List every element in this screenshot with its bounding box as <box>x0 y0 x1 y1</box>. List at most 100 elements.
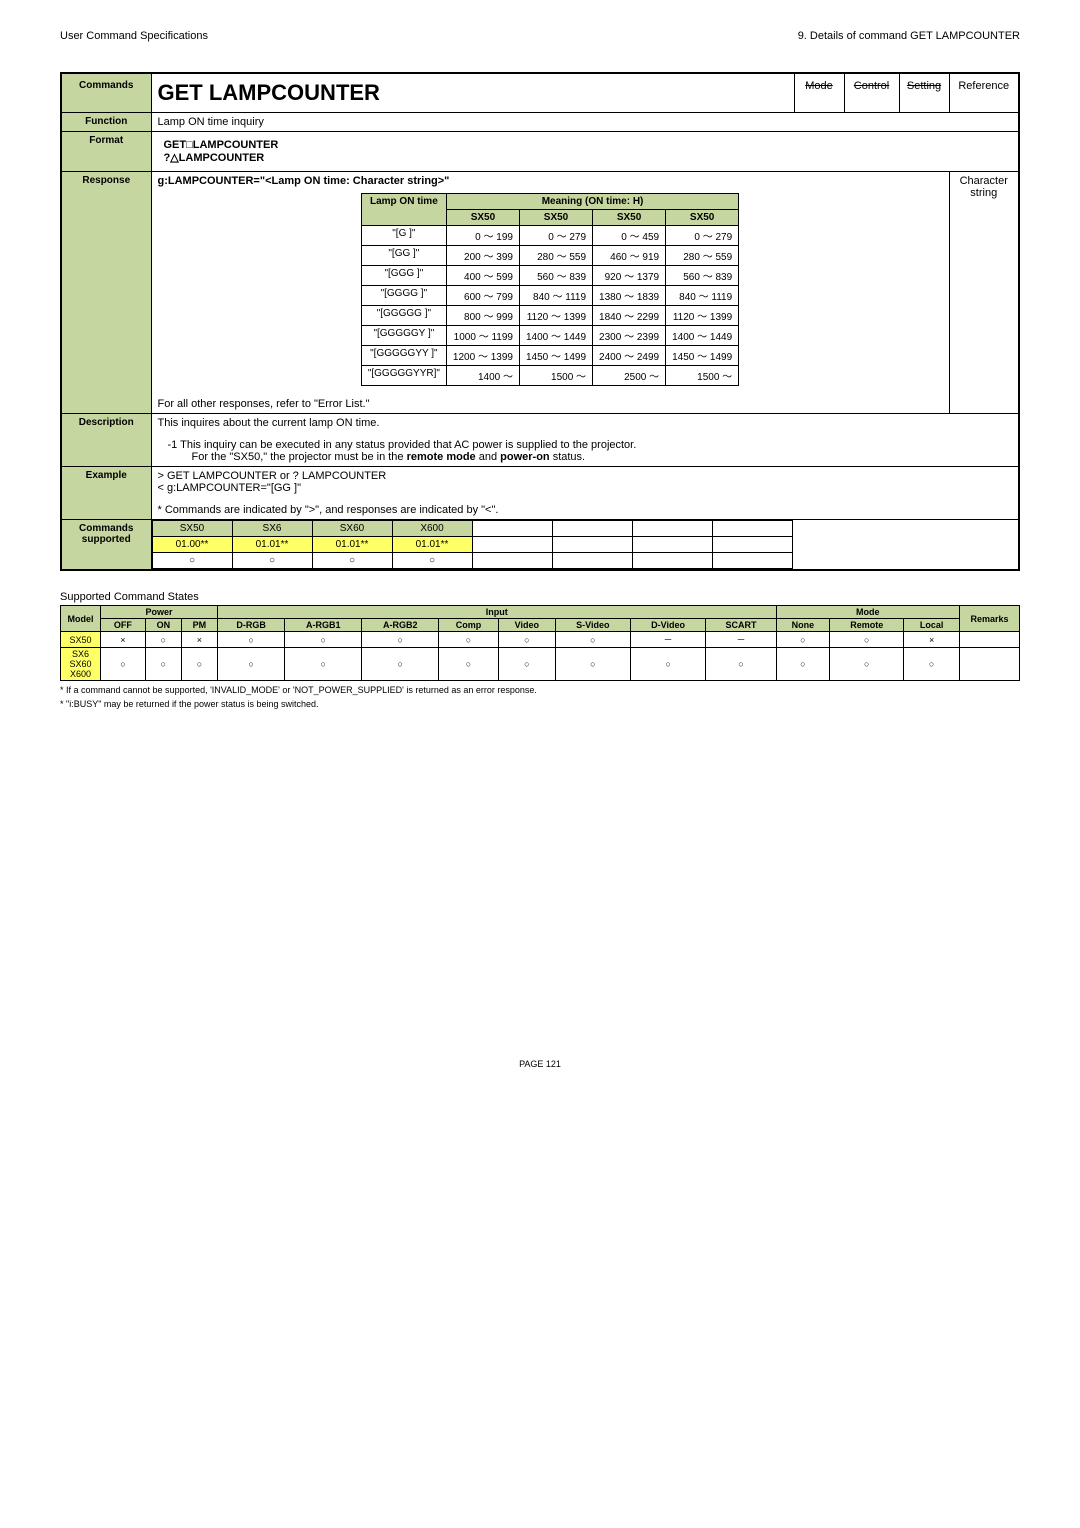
format-cell: GET□LAMPCOUNTER ?△LAMPCOUNTER <box>151 132 1019 172</box>
ex-l3: * Commands are indicated by ">", and res… <box>158 504 1013 516</box>
table-header: Video <box>498 619 555 632</box>
th-lamp-on: Lamp ON time <box>361 194 446 226</box>
table-cell: × <box>904 632 960 648</box>
table-cell: 1450 ～ 1499 <box>519 346 592 366</box>
table-cell: 2300 ～ 2399 <box>593 326 666 346</box>
tab-mode: Mode <box>794 73 844 113</box>
table-cell: ○ <box>152 553 232 569</box>
tab-control: Control <box>844 73 899 113</box>
response-after: For all other responses, refer to "Error… <box>158 398 943 410</box>
table-cell: ○ <box>439 632 498 648</box>
table-cell: ○ <box>145 632 181 648</box>
table-cell: "[GGGGGYYR]" <box>361 366 446 386</box>
main-spec-table: Commands GET LAMPCOUNTER Mode Control Se… <box>60 72 1020 571</box>
table-cell: 1380 ～ 1839 <box>593 286 666 306</box>
table-header: D-RGB <box>217 619 284 632</box>
side-note: Character string <box>949 172 1019 414</box>
table-header: A-RGB2 <box>362 619 439 632</box>
table-cell: 800 ～ 999 <box>446 306 519 326</box>
lbl-response: Response <box>61 172 151 414</box>
table-cell: 1120 ～ 1399 <box>519 306 592 326</box>
table-cell: "[GGGGGY ]" <box>361 326 446 346</box>
th-c1: SX50 <box>519 210 592 226</box>
table-cell: ○ <box>904 648 960 681</box>
table-cell: 840 ～ 1119 <box>666 286 739 306</box>
header-right: 9. Details of command GET LAMPCOUNTER <box>798 30 1020 42</box>
table-cell: ○ <box>145 648 181 681</box>
lbl-supported: Commands supported <box>61 520 151 571</box>
table-cell: 560 ～ 839 <box>519 266 592 286</box>
table-cell: ○ <box>439 648 498 681</box>
function-text: Lamp ON time inquiry <box>151 113 1019 132</box>
states-title: Supported Command States <box>60 591 1020 603</box>
table-cell: 1400 ～ <box>446 366 519 386</box>
table-cell <box>960 632 1020 648</box>
lbl-function: Function <box>61 113 151 132</box>
table-cell: 1000 ～ 1199 <box>446 326 519 346</box>
table-cell: 1400 ～ 1449 <box>519 326 592 346</box>
table-header: SCART <box>706 619 776 632</box>
table-cell: 460 ～ 919 <box>593 246 666 266</box>
table-cell: 01.01** <box>232 537 312 553</box>
st-h-input: Input <box>217 606 776 619</box>
table-header: Remote <box>830 619 904 632</box>
table-cell: X600 <box>392 521 472 537</box>
table-cell: "[GGG ]" <box>361 266 446 286</box>
table-cell: ○ <box>181 648 217 681</box>
table-cell: ○ <box>498 632 555 648</box>
table-cell: 01.01** <box>392 537 472 553</box>
table-header: PM <box>181 619 217 632</box>
response-header: g:LAMPCOUNTER="<Lamp ON time: Character … <box>158 175 943 187</box>
tab-setting: Setting <box>899 73 949 113</box>
table-cell: "[GGGGG ]" <box>361 306 446 326</box>
table-cell: 200 ～ 399 <box>446 246 519 266</box>
table-cell: ○ <box>555 632 630 648</box>
lbl-description: Description <box>61 414 151 467</box>
lbl-example: Example <box>61 467 151 520</box>
desc-l1: This inquires about the current lamp ON … <box>158 417 1013 429</box>
table-cell: 2500 ～ <box>593 366 666 386</box>
table-cell: － <box>706 632 776 648</box>
table-header: D-Video <box>630 619 706 632</box>
supported-cell: SX50SX6SX60X600 01.00**01.01**01.01**01.… <box>151 520 1019 571</box>
lbl-format: Format <box>61 132 151 172</box>
table-cell: － <box>630 632 706 648</box>
command-title: GET LAMPCOUNTER <box>151 73 794 113</box>
table-cell: 280 ～ 559 <box>519 246 592 266</box>
table-cell: 920 ～ 1379 <box>593 266 666 286</box>
table-header: OFF <box>101 619 146 632</box>
states-table: Model Power Input Mode Remarks OFFONPMD-… <box>60 605 1020 681</box>
table-cell: ○ <box>217 648 284 681</box>
th-meaning: Meaning (ON time: H) <box>446 194 738 210</box>
st-h-power: Power <box>101 606 218 619</box>
table-cell: × <box>101 632 146 648</box>
table-cell: 400 ～ 599 <box>446 266 519 286</box>
table-cell: 2400 ～ 2499 <box>593 346 666 366</box>
table-cell: 0 ～ 279 <box>519 226 592 246</box>
table-cell: SX6 SX60 X600 <box>61 648 101 681</box>
table-header: ON <box>145 619 181 632</box>
th-c3: SX50 <box>666 210 739 226</box>
table-cell: SX60 <box>312 521 392 537</box>
response-cell: g:LAMPCOUNTER="<Lamp ON time: Character … <box>151 172 949 414</box>
table-cell: 1500 ～ <box>666 366 739 386</box>
table-cell: ○ <box>706 648 776 681</box>
table-header: A-RGB1 <box>285 619 362 632</box>
th-c2: SX50 <box>593 210 666 226</box>
th-c0: SX50 <box>446 210 519 226</box>
st-h-mode: Mode <box>776 606 959 619</box>
ex-l2: < g:LAMPCOUNTER="[GG ]" <box>158 482 1013 494</box>
table-header: Comp <box>439 619 498 632</box>
table-cell: ○ <box>232 553 312 569</box>
table-cell <box>960 648 1020 681</box>
supported-table: SX50SX6SX60X600 01.00**01.01**01.01**01.… <box>152 520 793 569</box>
format-line2: ?△LAMPCOUNTER <box>164 151 1007 164</box>
table-cell: 01.01** <box>312 537 392 553</box>
table-cell: 1200 ～ 1399 <box>446 346 519 366</box>
table-cell: ○ <box>630 648 706 681</box>
table-cell: 1450 ～ 1499 <box>666 346 739 366</box>
table-cell: ○ <box>830 632 904 648</box>
table-cell: "[GGGG ]" <box>361 286 446 306</box>
table-cell: × <box>181 632 217 648</box>
header-left: User Command Specifications <box>60 30 208 42</box>
